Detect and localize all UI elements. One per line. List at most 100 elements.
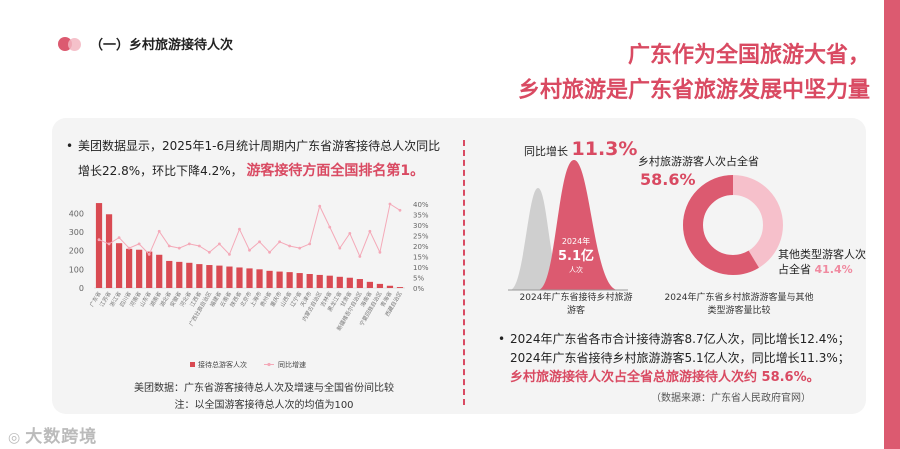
headline-line-1: 广东作为全国旅游大省， [627, 43, 870, 68]
growth-point-4 [127, 246, 131, 250]
bullet-highlight: 游客接待方面全国排名第1。 [246, 163, 425, 179]
bar-4 [126, 248, 133, 288]
stats-line-1: 2024年广东省各市合计接待游客8.7亿人次，同比增长12.4%； [510, 332, 850, 346]
bar-16 [246, 268, 253, 288]
bar-31 [396, 287, 404, 288]
bar-21 [296, 273, 303, 288]
peak-growth-label: 同比增长 11.3% [524, 138, 637, 160]
bar-30 [386, 285, 394, 288]
bar-2 [105, 214, 113, 288]
growth-point-18 [268, 250, 271, 254]
bar-28 [366, 281, 373, 288]
growth-point-8 [167, 244, 171, 248]
bar-5 [136, 249, 143, 288]
growth-point-28 [368, 229, 372, 233]
bar-12 [206, 265, 213, 288]
bar-11 [196, 264, 203, 288]
growth-point-10 [187, 242, 191, 246]
legend-line-dot [267, 362, 271, 367]
y-left-tick: 200 [69, 247, 84, 256]
growth-point-13 [218, 242, 221, 246]
bar-8 [166, 260, 173, 288]
bar-24 [326, 275, 333, 288]
growth-point-5 [137, 242, 141, 246]
growth-point-14 [228, 253, 231, 256]
panel-divider [463, 140, 465, 405]
peak-growth-text: 同比增长 [524, 145, 568, 158]
headline: 广东作为全国旅游大省， 乡村旅游是广东省旅游发展中坚力量 [518, 38, 870, 108]
legend-bar-swatch [190, 362, 195, 367]
growth-point-17 [258, 240, 261, 244]
chart-caption-line-2: 注：以全国游客接待总人次的均值为100 [174, 400, 354, 411]
y-right-tick: 30% [413, 222, 429, 230]
brand-logo: ◎ 大数跨境 [8, 422, 97, 447]
bullet-text-1: 美团数据显示，2025年1-6月统计周期内广东省游客接待总人次同比 [78, 139, 441, 153]
growth-point-22 [308, 242, 312, 246]
growth-point-24 [328, 225, 332, 229]
bar-23 [316, 274, 323, 288]
legend-line-label: 同比增速 [278, 360, 306, 369]
growth-point-9 [177, 246, 181, 250]
growth-point-6 [147, 253, 151, 256]
growth-point-21 [298, 246, 302, 250]
section-title: （一）乡村旅游接待人次 [90, 38, 234, 53]
growth-point-20 [288, 244, 292, 248]
donut-rural-segment [683, 175, 783, 275]
donut-rural-label: 乡村旅游游客人次占全省 [638, 155, 759, 168]
growth-point-1 [97, 238, 101, 242]
donut-other-pct: 41.4% [814, 263, 853, 276]
growth-point-29 [378, 250, 382, 254]
peak-caption: 2024年广东省接待乡村旅游游客 [519, 293, 633, 316]
peak-red-shape [538, 160, 618, 290]
bar-13 [216, 265, 223, 288]
logo-text: 大数跨境 [25, 427, 98, 447]
chart-caption-line-1: 美团数据：广东省游客接待总人次及增速与全国省份间比较 [134, 383, 394, 394]
y-left-tick: 0 [79, 284, 84, 293]
y-right-tick: 0% [413, 285, 424, 293]
bar-26 [346, 277, 353, 288]
province-comparison-chart: 01002003004000%5%10%15%20%25%30%35%40%广东… [69, 201, 429, 369]
bar-3 [115, 243, 123, 288]
y-left-tick: 300 [69, 228, 84, 237]
growth-point-12 [207, 250, 211, 254]
bar-17 [256, 269, 263, 288]
donut-other-text: 其他类型游客人次占全省 [778, 248, 866, 276]
share-donut-chart [683, 175, 783, 275]
growth-point-31 [398, 208, 402, 212]
bar-29 [376, 283, 384, 288]
growth-point-3 [117, 236, 121, 239]
left-bullet: • 美团数据显示，2025年1-6月统计周期内广东省游客接待总人次同比 增长22… [66, 134, 448, 184]
peak-inner-value: 5.1亿 [558, 248, 594, 264]
section-dots-icon [58, 37, 82, 51]
bar-14 [226, 266, 233, 288]
bar-1 [95, 203, 103, 288]
bar-27 [356, 279, 363, 288]
peak-inner-unit: 人次 [569, 265, 583, 274]
donut-caption: 2024年广东省乡村旅游游客量与其他类型游客量比较 [664, 293, 814, 316]
stats-line-3: 乡村旅游接待人次占全省总旅游接待人次约 58.6%。 [510, 370, 820, 385]
growth-point-7 [157, 229, 161, 233]
accent-side-bar [884, 0, 900, 449]
growth-point-16 [248, 248, 251, 252]
growth-point-26 [348, 232, 352, 235]
peak-inner-year: 2024年 [562, 236, 590, 246]
bar-25 [336, 276, 343, 288]
bar-10 [186, 262, 193, 288]
rural-tourism-peak-chart: 2024年 5.1亿 人次 [508, 160, 628, 291]
growth-point-23 [318, 204, 322, 208]
growth-point-25 [338, 246, 342, 250]
y-right-tick: 35% [413, 212, 429, 220]
bullet-dot-icon: • [66, 139, 74, 153]
legend-bar-label: 接待总游客人次 [198, 360, 247, 369]
y-right-tick: 20% [413, 243, 429, 251]
growth-point-2 [107, 242, 111, 246]
bar-19 [276, 271, 283, 288]
y-left-tick: 400 [69, 209, 84, 218]
stats-line-2: 2024年广东省接待乡村旅游游客5.1亿人次，同比增长11.3%； [510, 351, 850, 365]
bar-22 [306, 274, 313, 288]
y-right-tick: 25% [413, 233, 429, 241]
growth-line [98, 203, 401, 258]
y-right-tick: 40% [413, 201, 429, 209]
bar-7 [156, 254, 163, 288]
growth-point-11 [197, 244, 201, 248]
